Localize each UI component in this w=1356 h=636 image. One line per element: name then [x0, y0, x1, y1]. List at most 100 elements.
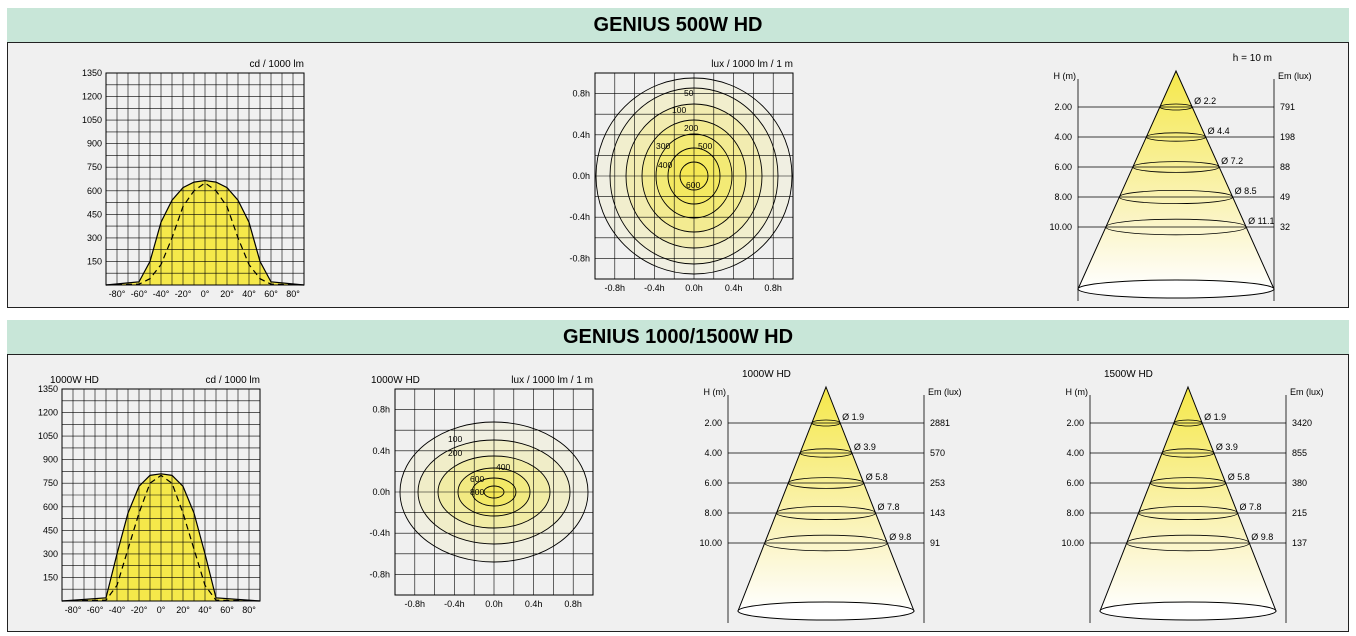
isolux-chart: 100 200 400 600 800 0.8h 0.4h 0.0h -0.4h -0.8h -0.… [369, 375, 594, 609]
y-tick-label: 0.0h [372, 487, 390, 497]
height-value: 8.00 [704, 508, 722, 518]
beam-ellipse [1105, 218, 1247, 236]
contour-line [437, 455, 551, 529]
contour-label: 100 [672, 105, 686, 115]
contour-line [483, 485, 505, 499]
beam-ellipse [811, 419, 841, 427]
illuminance-value: 32 [1280, 222, 1290, 232]
height-value: 2.00 [1066, 418, 1084, 428]
height-value: 8.00 [1054, 192, 1072, 202]
x-tick-label: 0.4h [525, 599, 543, 609]
plot-frame [594, 72, 794, 280]
intensity-curve-dashed [105, 182, 305, 286]
diameter-label: Ø 8.5 [1235, 186, 1257, 196]
illuminance-value: 49 [1280, 192, 1290, 202]
diameter-label: Ø 7.2 [1221, 156, 1243, 166]
height-value: 10.00 [1061, 538, 1084, 548]
x-tick-label: -20° [175, 289, 192, 299]
x-tick-label: 60° [264, 289, 278, 299]
x-tick-label: 0.8h [764, 283, 782, 293]
base-ellipse [1099, 601, 1277, 621]
beam-ellipse [1118, 189, 1234, 204]
y-tick-label: 600 [87, 186, 102, 196]
intensity-curve-dashed [61, 474, 261, 602]
illuminance-axis-label: Em (lux) [928, 387, 962, 397]
base-ellipse [737, 601, 915, 621]
x-tick-label: 60° [220, 605, 234, 615]
cone-diagram: H (m) Em (lux) 2.00 Ø 1.9 2881 4.00 Ø 3.9 570 6.… [699, 369, 962, 623]
y-tick-label: 900 [87, 139, 102, 149]
contour-line [417, 439, 571, 545]
x-tick-label: 40° [198, 605, 212, 615]
y-tick-label: 450 [87, 209, 102, 219]
diameter-label: Ø 9.8 [1251, 532, 1273, 542]
cone-caption: 1000W HD [742, 369, 791, 380]
y-tick-label: 150 [87, 256, 102, 266]
y-tick-label: 1350 [38, 384, 58, 394]
diameter-label: Ø 5.8 [866, 472, 888, 482]
contour-label: 50 [684, 88, 694, 98]
contour-label: 100 [448, 434, 462, 444]
illuminance-value: 88 [1280, 162, 1290, 172]
contour-line [641, 119, 747, 233]
diameter-label: Ø 1.9 [1204, 412, 1226, 422]
contour-line [679, 161, 709, 191]
illuminance-value: 380 [1292, 478, 1307, 488]
x-tick-label: -0.4h [644, 283, 665, 293]
illuminance-value: 791 [1280, 102, 1295, 112]
illuminance-value: 570 [930, 448, 945, 458]
unit-label: lux / 1000 lm / 1 m [711, 59, 793, 70]
illuminance-value: 855 [1292, 448, 1307, 458]
diameter-label: Ø 4.4 [1208, 126, 1230, 136]
diameter-label: Ø 9.8 [889, 532, 911, 542]
intensity-curve [105, 179, 305, 286]
x-tick-label: 0.4h [725, 283, 743, 293]
y-tick-label: 1050 [38, 431, 58, 441]
height-value: 6.00 [704, 478, 722, 488]
diameter-label: Ø 3.9 [1216, 442, 1238, 452]
y-tick-label: 450 [43, 525, 58, 535]
intensity-curve [61, 473, 261, 602]
beam-ellipse [799, 448, 853, 458]
plot-frame [61, 388, 261, 602]
y-tick-label: -0.8h [569, 253, 590, 263]
y-tick-label: 0.4h [372, 446, 390, 456]
y-tick-label: 900 [43, 455, 58, 465]
x-tick-label: -80° [65, 605, 82, 615]
illuminance-value: 198 [1280, 132, 1295, 142]
height-value: 4.00 [704, 448, 722, 458]
x-tick-label: 40° [242, 289, 256, 299]
y-tick-label: 600 [43, 502, 58, 512]
diameter-label: Ø 7.8 [1240, 502, 1262, 512]
contour-label: 600 [470, 474, 484, 484]
height-value: 10.00 [1049, 222, 1072, 232]
height-value: 8.00 [1066, 508, 1084, 518]
cone-diagram: H (m) Em (lux) 2.00 Ø 2.2 791 4.00 Ø 4.4 198 6.0… [1049, 53, 1312, 301]
height-value: 10.00 [699, 538, 722, 548]
x-tick-label: 0° [201, 289, 210, 299]
beam-ellipse [1161, 448, 1215, 458]
diameter-label: Ø 11.1 [1248, 216, 1274, 226]
unit-label: lux / 1000 lm / 1 m [511, 375, 593, 386]
contour-label: 400 [496, 462, 510, 472]
beam-ellipse [1149, 477, 1227, 489]
unit-label: cd / 1000 lm [206, 375, 260, 386]
height-value: 2.00 [1054, 102, 1072, 112]
section-panel: 1350 1200 1050 900 750 600 450 300 150 -80° -60° -4… [7, 42, 1349, 308]
model-label: 1000W HD [371, 375, 420, 386]
y-tick-label: 750 [87, 162, 102, 172]
height-axis-label: H (m) [1054, 71, 1077, 81]
y-tick-label: 300 [87, 233, 102, 243]
illuminance-value: 91 [930, 538, 940, 548]
x-tick-label: 20° [220, 289, 234, 299]
beam-ellipse [1159, 103, 1193, 111]
beam-ellipse [1145, 132, 1207, 142]
section-title-bar: GENIUS 500W HD [7, 8, 1349, 42]
x-tick-label: 0.8h [564, 599, 582, 609]
x-tick-label: -20° [131, 605, 148, 615]
illuminance-value: 215 [1292, 508, 1307, 518]
y-tick-label: 0.4h [572, 130, 590, 140]
y-tick-label: -0.8h [369, 569, 390, 579]
light-cone [737, 385, 915, 612]
height-axis-label: H (m) [704, 387, 727, 397]
